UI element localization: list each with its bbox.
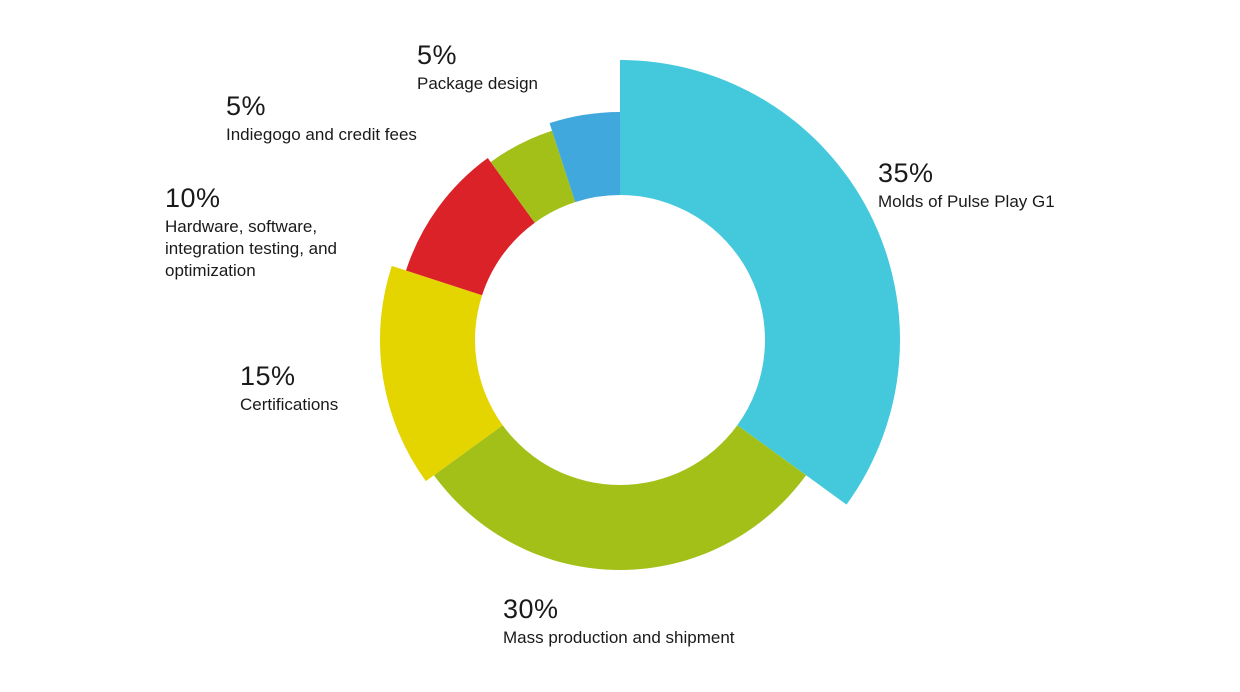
label-molds-text: Molds of Pulse Play G1 <box>878 192 1055 211</box>
label-indiegogo-fees-text: Indiegogo and credit fees <box>226 125 417 144</box>
label-indiegogo-fees: 5% Indiegogo and credit fees <box>226 93 486 146</box>
label-mass-production-text: Mass production and shipment <box>503 628 735 647</box>
label-certifications: 15% Certifications <box>240 363 440 416</box>
slice-mass-production <box>433 425 807 570</box>
label-mass-production-percent: 30% <box>503 594 559 624</box>
slice-package-design <box>549 112 620 203</box>
slice-indiegogo-fees <box>490 130 576 223</box>
label-molds-percent: 35% <box>878 158 934 188</box>
label-hardware-testing: 10% Hardware, software, integration test… <box>165 185 380 282</box>
label-indiegogo-fees-percent: 5% <box>226 91 267 121</box>
label-hardware-testing-percent: 10% <box>165 183 221 213</box>
label-certifications-text: Certifications <box>240 395 339 414</box>
slice-hardware-testing <box>406 157 535 296</box>
label-hardware-testing-text: Hardware, software, integration testing,… <box>165 217 338 280</box>
label-package-design: 5% Package design <box>417 42 617 95</box>
label-molds: 35% Molds of Pulse Play G1 <box>878 160 1138 213</box>
slice-molds <box>620 60 900 505</box>
label-certifications-percent: 15% <box>240 361 296 391</box>
label-package-design-percent: 5% <box>417 40 458 70</box>
slice-certifications <box>380 265 503 482</box>
label-mass-production: 30% Mass production and shipment <box>503 596 823 649</box>
label-package-design-text: Package design <box>417 74 538 93</box>
